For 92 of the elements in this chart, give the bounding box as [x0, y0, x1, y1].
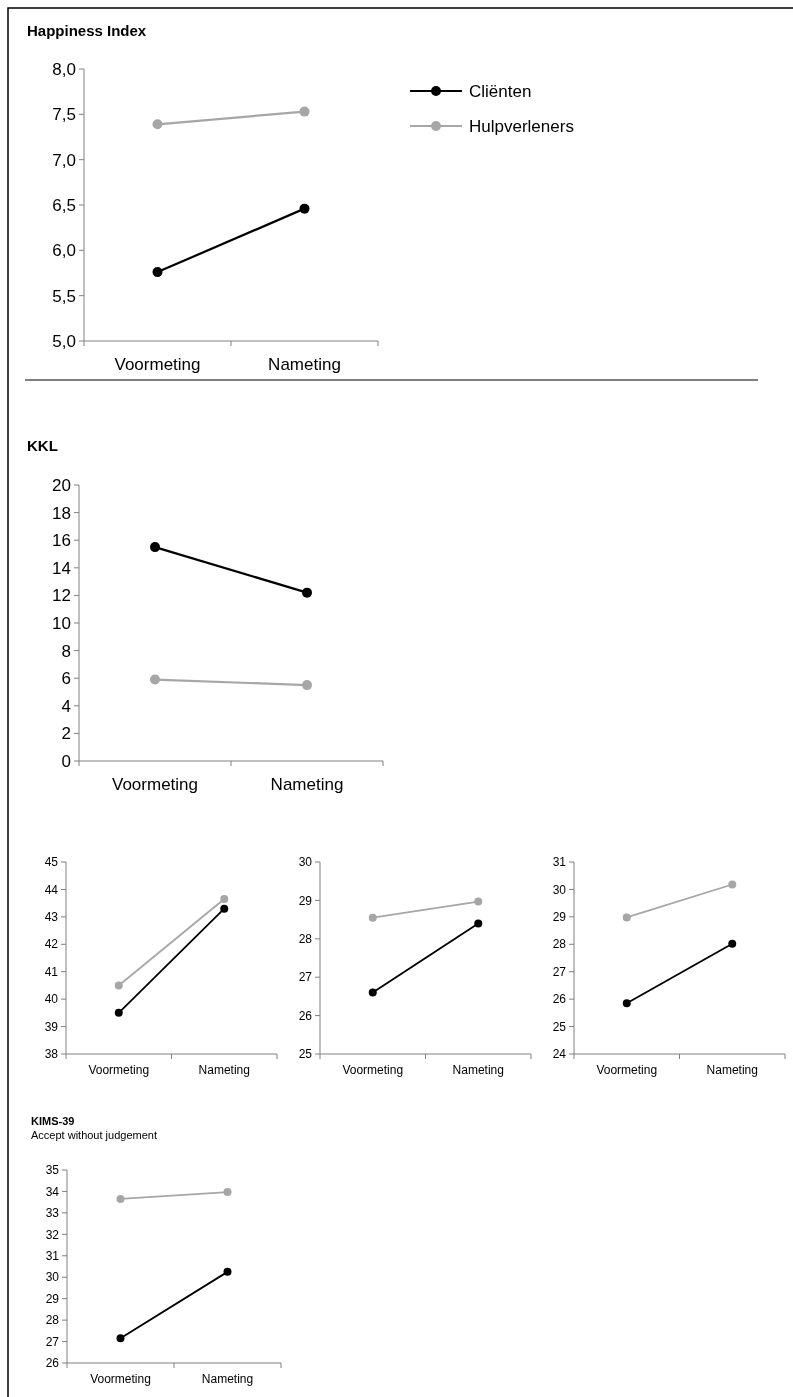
- y-tick-label: 38: [44, 1047, 59, 1062]
- x-tick-label: Nameting: [706, 1063, 758, 1078]
- y-tick-label: 27: [552, 964, 567, 979]
- y-tick-label: 31: [45, 1248, 60, 1263]
- chart-title: Happiness Index: [27, 22, 147, 39]
- point: [116, 1194, 125, 1203]
- y-tick-label: 6: [61, 669, 71, 689]
- y-tick-label: 30: [552, 882, 567, 897]
- y-tick-label: 12: [52, 586, 71, 606]
- y-tick-label: 28: [552, 937, 567, 952]
- point: [474, 897, 483, 906]
- y-tick-label: 41: [44, 964, 59, 979]
- point: [299, 106, 310, 117]
- x-tick-label: Voormeting: [114, 354, 201, 374]
- x-tick-label: Voormeting: [596, 1063, 658, 1078]
- point: [368, 988, 377, 997]
- y-tick-label: 5,5: [52, 286, 76, 306]
- point: [622, 999, 631, 1008]
- point: [474, 919, 483, 928]
- y-tick-label: 35: [45, 1163, 60, 1178]
- y-tick-label: 0: [61, 751, 71, 771]
- y-tick-label: 16: [52, 531, 71, 551]
- y-tick-label: 29: [298, 893, 313, 908]
- y-tick-label: 6,5: [52, 195, 76, 215]
- point: [114, 1008, 123, 1017]
- legend-label: Hulpverleners: [469, 116, 574, 136]
- y-tick-label: 45: [44, 855, 59, 870]
- y-tick-label: 25: [552, 1019, 567, 1034]
- y-tick-label: 34: [45, 1184, 60, 1199]
- y-tick-label: 27: [298, 970, 313, 985]
- chart-title: KIMS-39: [31, 1115, 75, 1127]
- y-tick-label: 39: [44, 1019, 59, 1034]
- x-tick-label: Voormeting: [112, 774, 198, 794]
- point: [223, 1267, 232, 1276]
- point: [220, 904, 229, 913]
- x-tick-label: Voormeting: [88, 1063, 150, 1078]
- y-tick-label: 5,0: [52, 331, 76, 351]
- y-tick-label: 44: [44, 882, 59, 897]
- x-tick-label: Nameting: [270, 774, 344, 794]
- y-tick-label: 26: [552, 992, 567, 1007]
- y-tick-label: 26: [45, 1356, 60, 1371]
- x-tick-label: Voormeting: [342, 1063, 404, 1078]
- point: [152, 267, 163, 278]
- chart-title: KKL: [27, 437, 58, 454]
- point: [150, 674, 160, 685]
- x-tick-label: Nameting: [452, 1063, 504, 1078]
- point: [302, 587, 312, 598]
- y-tick-label: 6,0: [52, 241, 76, 261]
- y-tick-label: 30: [298, 855, 313, 870]
- point: [114, 981, 123, 990]
- y-tick-label: 4: [61, 696, 71, 716]
- y-tick-label: 2: [61, 724, 71, 744]
- legend-label: Cliënten: [469, 81, 532, 101]
- y-tick-label: 43: [44, 910, 59, 925]
- y-tick-label: 7,0: [52, 150, 76, 170]
- y-tick-label: 32: [45, 1227, 60, 1242]
- y-tick-label: 24: [552, 1047, 567, 1062]
- y-tick-label: 7,5: [52, 105, 76, 125]
- point: [220, 895, 229, 904]
- y-tick-label: 28: [298, 932, 313, 946]
- y-tick-label: 14: [52, 558, 71, 578]
- y-tick-label: 8,0: [52, 59, 76, 79]
- y-tick-label: 10: [52, 613, 71, 633]
- point: [728, 939, 737, 948]
- y-tick-label: 20: [52, 475, 71, 495]
- point: [299, 203, 310, 214]
- point: [116, 1334, 125, 1343]
- point: [223, 1188, 232, 1197]
- y-tick-label: 27: [45, 1334, 60, 1349]
- y-tick-label: 28: [45, 1313, 60, 1328]
- y-tick-label: 42: [44, 937, 59, 952]
- x-tick-label: Nameting: [198, 1063, 250, 1078]
- point: [368, 913, 377, 922]
- y-tick-label: 29: [45, 1291, 60, 1306]
- y-tick-label: 26: [298, 1008, 313, 1023]
- point: [152, 119, 163, 130]
- point: [728, 880, 737, 889]
- y-tick-label: 18: [52, 503, 71, 523]
- y-tick-label: 33: [45, 1206, 60, 1221]
- y-tick-label: 31: [552, 855, 567, 870]
- y-tick-label: 8: [61, 641, 71, 661]
- y-tick-label: 29: [552, 910, 567, 925]
- x-tick-label: Nameting: [201, 1372, 254, 1387]
- point: [622, 913, 631, 922]
- point: [302, 680, 312, 691]
- point: [150, 542, 160, 553]
- y-tick-label: 30: [45, 1270, 60, 1285]
- x-tick-label: Voormeting: [90, 1372, 151, 1387]
- x-tick-label: Nameting: [268, 354, 341, 374]
- chart-subtitle: Accept without judgement: [31, 1129, 157, 1141]
- y-tick-label: 25: [298, 1047, 313, 1062]
- y-tick-label: 40: [44, 992, 59, 1007]
